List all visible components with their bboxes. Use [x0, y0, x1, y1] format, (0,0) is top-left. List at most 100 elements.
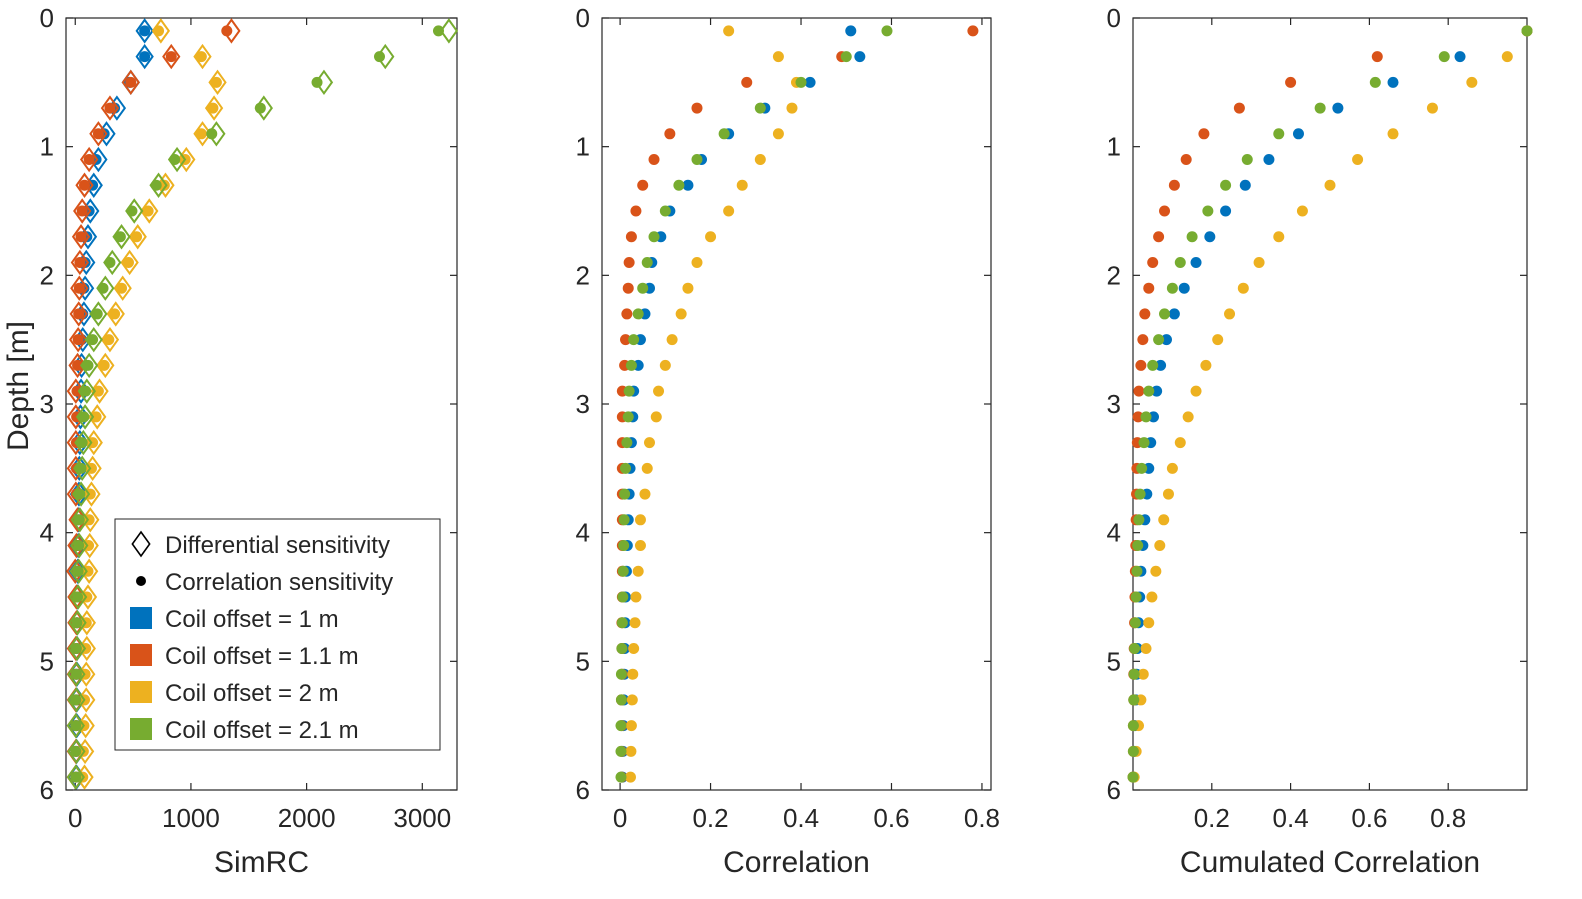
data-point: [625, 231, 637, 243]
data-point: [1454, 51, 1466, 63]
diamond-point: [67, 635, 87, 662]
data-point: [125, 76, 137, 88]
data-point: [72, 359, 84, 371]
x-axis-label: Correlation: [723, 846, 870, 879]
data-point: [1263, 154, 1275, 166]
data-point: [373, 51, 385, 63]
data-point: [675, 308, 687, 320]
data-point: [615, 745, 627, 757]
data-point: [1129, 617, 1141, 629]
data-point: [1133, 514, 1145, 526]
data-point: [617, 591, 629, 603]
data-point: [1224, 308, 1236, 320]
diamond-point: [89, 121, 108, 147]
data-point: [98, 359, 110, 371]
legend-entry-offset-2-1: Coil offset = 2.1 m: [130, 717, 359, 744]
y-tick-label: 1: [1107, 132, 1121, 162]
data-point: [705, 231, 717, 243]
tick-marks: [66, 17, 457, 791]
diamond-point: [112, 224, 131, 250]
y-tick-label: 1: [576, 132, 590, 162]
data-point: [1155, 359, 1167, 371]
x-tick-label: 0.8: [1430, 803, 1466, 833]
data-point: [70, 745, 82, 757]
data-point: [116, 282, 128, 294]
data-point: [1369, 76, 1381, 88]
data-point: [1466, 76, 1478, 88]
data-point: [630, 205, 642, 217]
diamond-point: [70, 532, 89, 559]
data-point: [627, 668, 639, 680]
y-tick-label: 2: [576, 260, 590, 290]
diamond-point: [128, 224, 147, 250]
diamond-point: [140, 198, 159, 224]
data-point: [1371, 51, 1383, 63]
data-point: [723, 25, 735, 37]
legend-label: Coil offset = 1 m: [165, 606, 339, 633]
data-point: [79, 179, 91, 191]
diamond-point: [120, 249, 139, 276]
x-tick-label: 3000: [393, 803, 451, 833]
data-point: [723, 205, 735, 217]
data-point: [621, 308, 633, 320]
legend-entries: Differential sensitivity Correlation sen…: [130, 530, 393, 744]
data-point: [648, 231, 660, 243]
data-point: [629, 617, 641, 629]
y-tick-label: 3: [1107, 389, 1121, 419]
x-tick-label: 0.8: [964, 803, 1000, 833]
data-point: [1190, 256, 1202, 268]
legend-entry-offset-1: Coil offset = 1 m: [130, 606, 339, 633]
data-point: [664, 128, 676, 140]
data-point: [1133, 385, 1145, 397]
data-point: [87, 334, 99, 346]
data-point: [1202, 205, 1214, 217]
data-point: [618, 514, 630, 526]
data-marks: [66, 18, 459, 790]
data-point: [1131, 565, 1143, 577]
data-point: [1352, 154, 1364, 166]
data-point: [1190, 385, 1202, 397]
legend-entry-offset-1-1: Coil offset = 1.1 m: [130, 643, 359, 670]
data-point: [1180, 154, 1192, 166]
data-point: [1314, 102, 1326, 114]
diamond-point: [100, 326, 120, 353]
data-point: [622, 411, 634, 423]
data-point: [1135, 359, 1147, 371]
data-point: [637, 282, 649, 294]
data-point: [1332, 102, 1344, 114]
diamond-point: [71, 224, 91, 250]
data-point: [70, 642, 82, 654]
data-point: [1154, 540, 1166, 552]
data-point: [682, 179, 694, 191]
data-point: [1138, 437, 1150, 449]
data-point: [207, 102, 219, 114]
tick-marks: [1133, 17, 1527, 791]
diamond-point: [96, 352, 115, 379]
x-axis-label: Cumulated Correlation: [1180, 846, 1480, 879]
diamond-point: [74, 429, 93, 456]
y-tick-label: 3: [576, 389, 590, 419]
legend-entry-correlation: Correlation sensitivity: [136, 569, 393, 596]
y-tick-labels: 0 1 2 3 4 5 6: [576, 3, 590, 805]
data-point: [1292, 128, 1304, 140]
data-point: [1166, 462, 1178, 474]
legend-label: Coil offset = 2.1 m: [165, 717, 359, 744]
data-point: [221, 25, 233, 37]
data-point: [786, 102, 798, 114]
diamond-point: [88, 404, 107, 430]
data-point: [311, 76, 323, 88]
data-point: [1159, 308, 1171, 320]
data-point: [619, 488, 631, 500]
diamond-point: [121, 69, 140, 96]
data-point: [718, 128, 730, 140]
diamond-point: [75, 172, 94, 198]
data-point: [92, 385, 104, 397]
diamond-point: [204, 95, 224, 121]
data-point: [109, 308, 121, 320]
data-point: [1174, 256, 1186, 268]
tick-marks: [602, 17, 991, 791]
data-point: [1127, 720, 1139, 732]
data-point: [620, 334, 632, 346]
legend-box: [114, 518, 441, 751]
data-point: [1153, 231, 1165, 243]
